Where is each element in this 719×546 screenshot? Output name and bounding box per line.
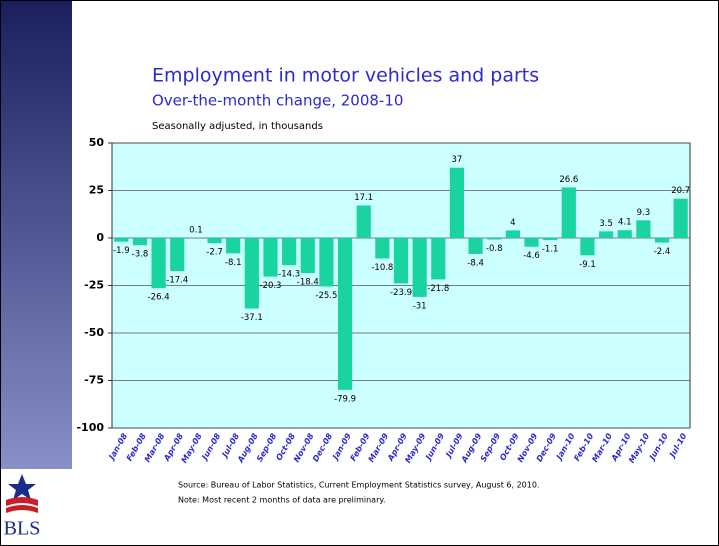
value-label: -2.4 [654, 247, 671, 257]
bar [132, 238, 148, 246]
bar [543, 238, 558, 241]
side-strip [1, 1, 72, 469]
value-label: 4.1 [618, 218, 632, 228]
bar [524, 238, 539, 247]
value-label: -25.5 [315, 291, 337, 301]
value-label: -1.1 [542, 245, 559, 255]
bar [636, 220, 651, 238]
value-label: -31 [413, 301, 427, 311]
value-label: 0.1 [189, 225, 203, 235]
value-label: 17.1 [354, 193, 373, 203]
value-label: -21.8 [427, 284, 449, 294]
y-tick-label: 0 [96, 231, 104, 244]
logo-stripe [6, 505, 38, 513]
value-label: -10.8 [371, 263, 393, 273]
value-label: -37.1 [241, 313, 263, 323]
value-label: -9.1 [579, 260, 596, 270]
unit-note: Seasonally adjusted, in thousands [152, 121, 323, 132]
bar [487, 238, 502, 240]
bar [244, 238, 259, 309]
value-label: -14.3 [278, 270, 300, 280]
bar [673, 198, 688, 238]
bar [580, 238, 595, 256]
bar [561, 187, 576, 238]
value-label: -20.3 [259, 281, 281, 291]
bar [300, 238, 315, 273]
bar [207, 238, 222, 244]
value-label: 3.5 [599, 219, 613, 229]
bar [505, 230, 520, 238]
bar [114, 238, 129, 242]
value-label: -17.4 [166, 276, 188, 286]
bar [337, 238, 353, 390]
bar [449, 167, 465, 238]
value-label: 37 [452, 155, 463, 165]
bar [431, 238, 446, 280]
bar [617, 230, 632, 238]
bar [412, 238, 427, 297]
y-tick-label: -75 [84, 374, 104, 387]
bar [226, 238, 241, 254]
y-tick-label: -25 [84, 279, 104, 292]
y-tick-label: -50 [84, 326, 104, 339]
y-tick-label: 50 [89, 136, 105, 149]
value-label: -23.9 [390, 288, 412, 298]
bar [393, 238, 409, 284]
bar [282, 238, 297, 266]
bar [263, 238, 278, 277]
value-label: -26.4 [148, 293, 170, 303]
value-label: -18.4 [297, 277, 319, 287]
value-label: -2.7 [206, 248, 223, 258]
value-label: 4 [510, 218, 515, 228]
value-label: -0.8 [486, 244, 503, 254]
value-label: -3.8 [132, 250, 149, 260]
logo: BLS [4, 474, 41, 540]
chart-subtitle: Over-the-month change, 2008-10 [152, 92, 403, 110]
bar [170, 238, 185, 272]
value-label: 26.6 [559, 175, 578, 185]
value-label: 20.7 [671, 186, 690, 196]
value-label: -8.4 [467, 258, 484, 268]
bar [151, 238, 166, 289]
value-label: -4.6 [523, 251, 540, 261]
logo-stripe [6, 497, 38, 506]
y-tick-label: -100 [76, 421, 104, 434]
logo-text: BLS [4, 518, 41, 540]
bar [319, 238, 334, 287]
footnote: Note: Most recent 2 months of data are p… [178, 496, 386, 505]
value-label: -1.9 [113, 246, 130, 256]
bar [599, 231, 614, 238]
chart-title: Employment in motor vehicles and parts [152, 65, 539, 87]
source: Source: Bureau of Labor Statistics, Curr… [178, 481, 539, 490]
bar [654, 238, 670, 243]
logo-star [8, 474, 36, 500]
bar [468, 238, 483, 254]
value-label: -79.9 [334, 394, 356, 404]
bar [375, 238, 390, 259]
value-label: -8.1 [225, 258, 242, 268]
y-tick-label: 25 [89, 184, 104, 197]
value-label: 9.3 [637, 208, 651, 218]
bar [356, 205, 371, 238]
